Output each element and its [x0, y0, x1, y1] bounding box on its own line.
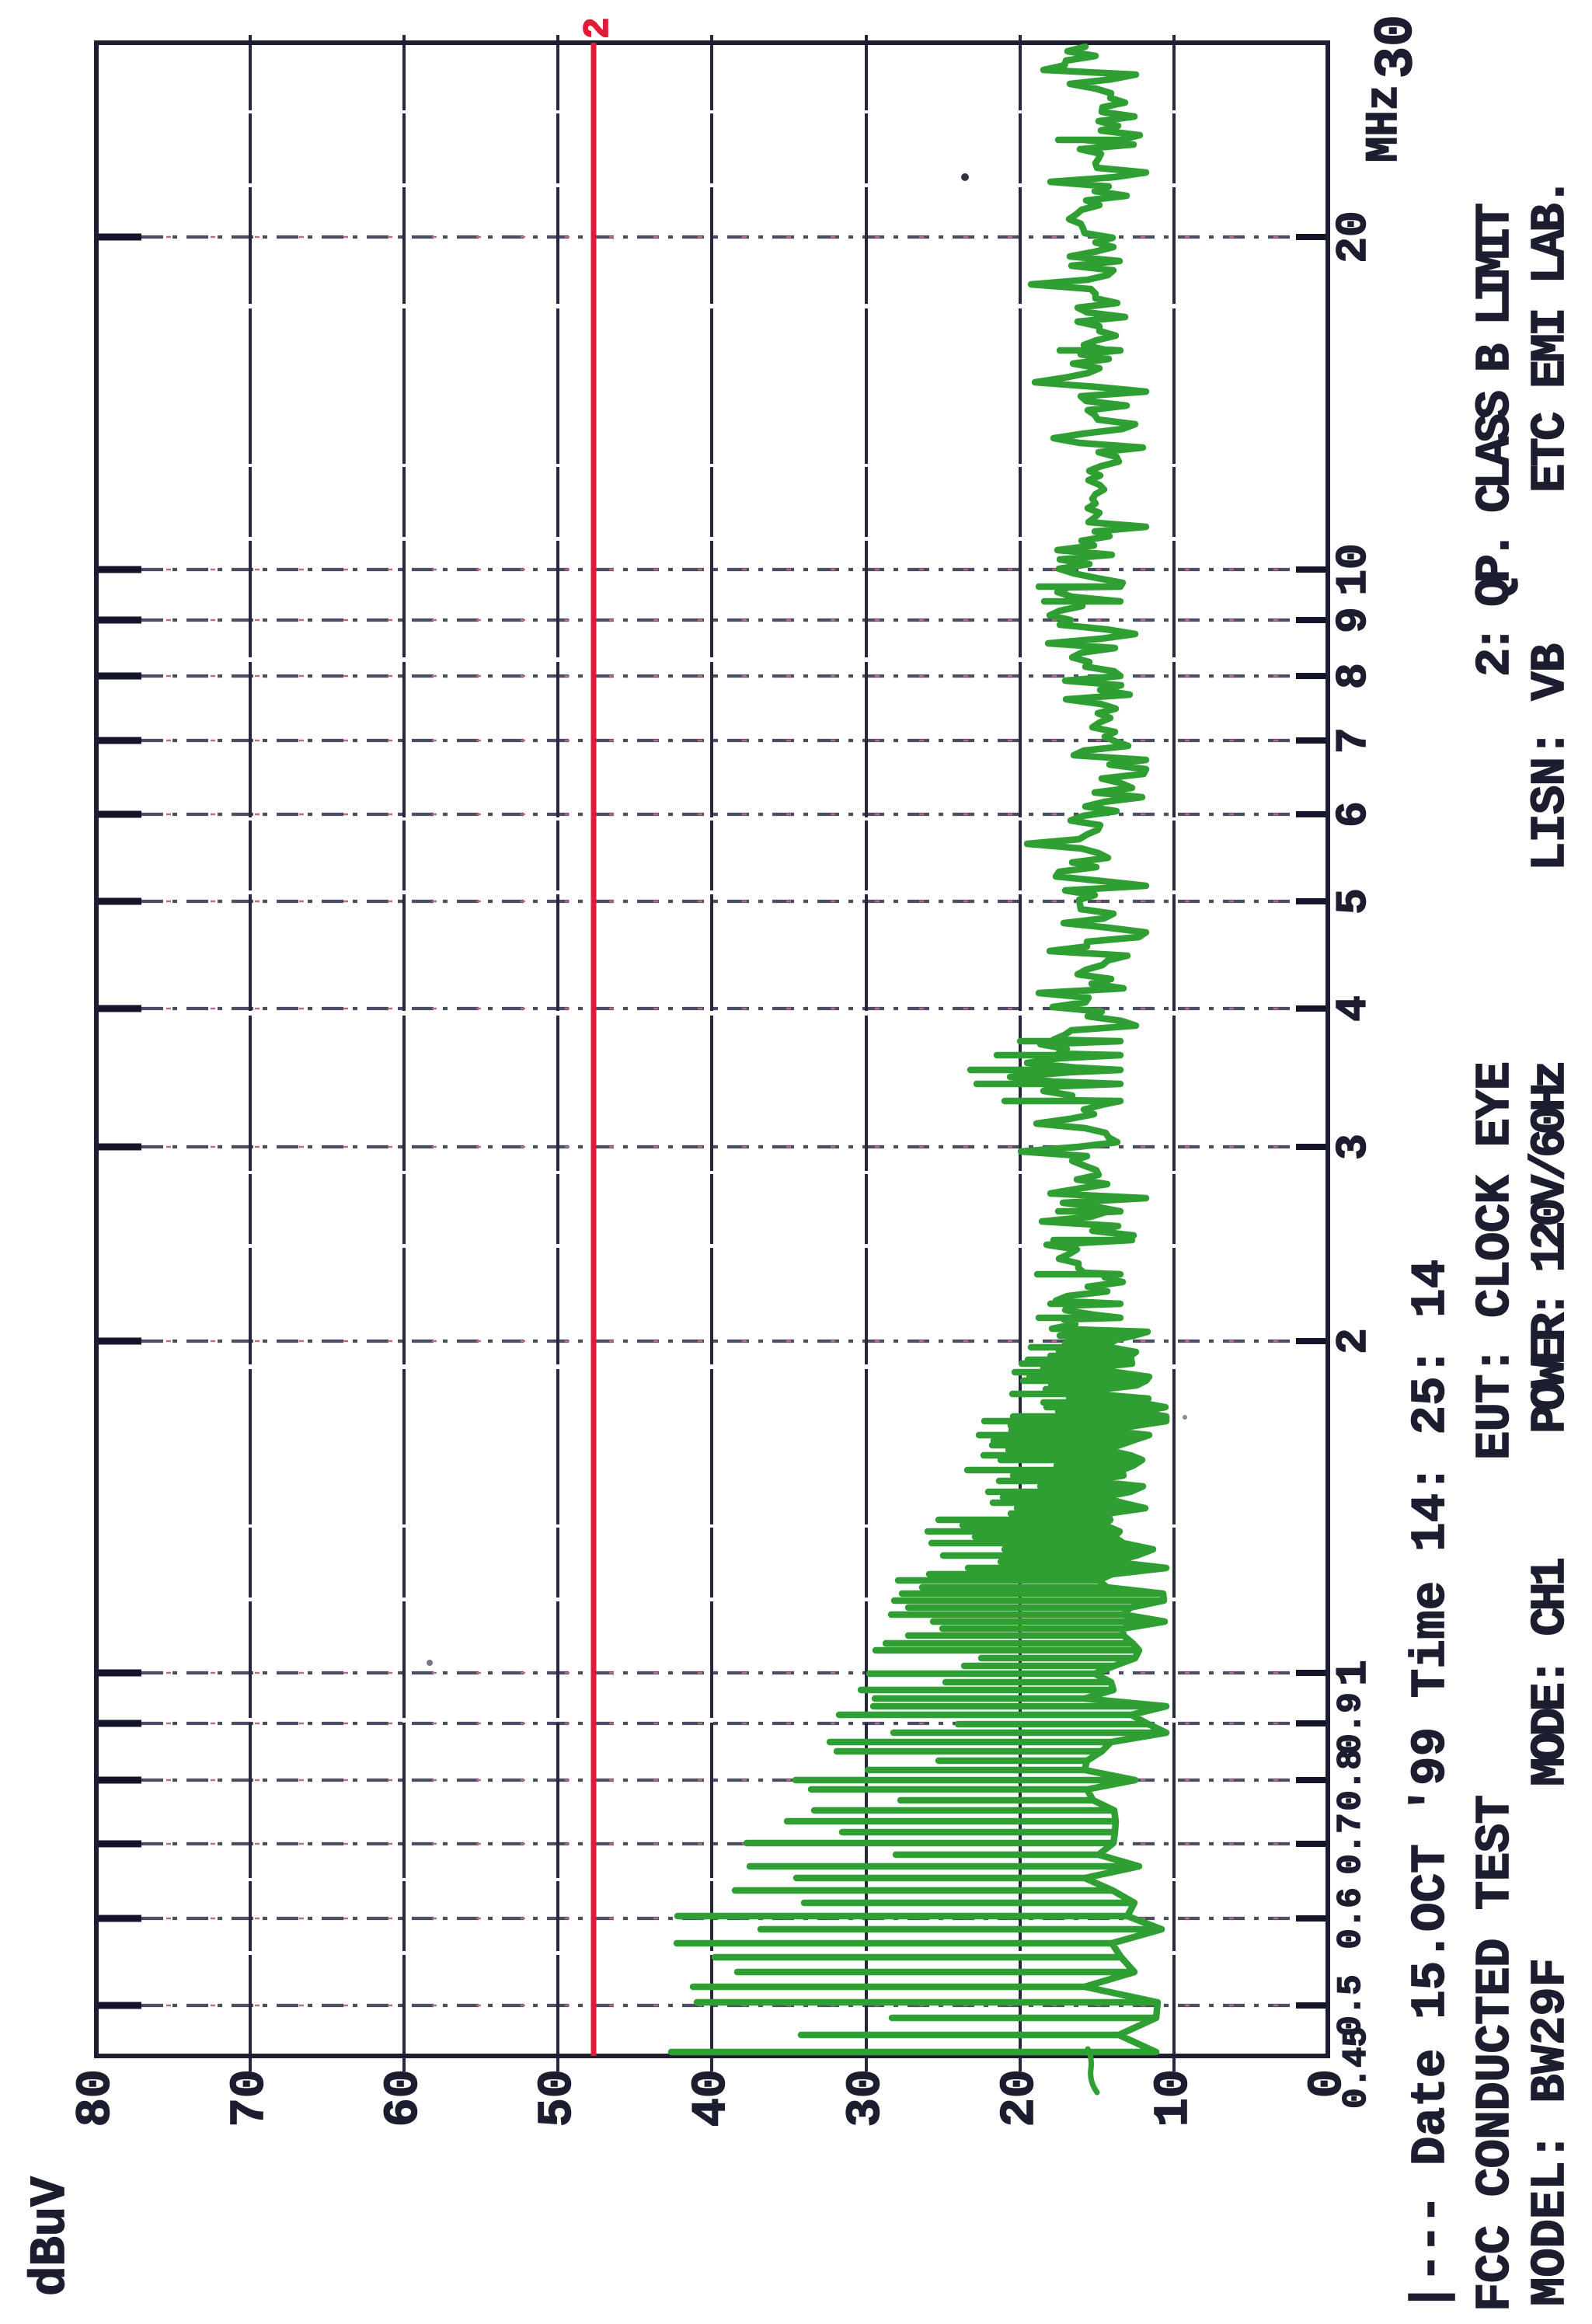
svg-text:2: 2 — [578, 17, 618, 39]
svg-text:8: 8 — [1329, 663, 1378, 689]
svg-text:20: 20 — [1329, 211, 1378, 263]
svg-text:LISN: VB: LISN: VB — [1523, 643, 1578, 871]
svg-text:0.45: 0.45 — [1337, 2026, 1376, 2109]
svg-text:2: 2 — [1329, 1328, 1378, 1354]
svg-text:9: 9 — [1329, 607, 1378, 633]
svg-text:2: QP. CLASS B LIMIT: 2: QP. CLASS B LIMIT — [1468, 203, 1523, 677]
svg-text:0: 0 — [1300, 2069, 1355, 2098]
svg-text:0.8: 0.8 — [1332, 1749, 1371, 1810]
svg-text:1: 1 — [1329, 1660, 1378, 1686]
svg-text:80: 80 — [68, 2069, 124, 2127]
svg-text:50: 50 — [530, 2069, 585, 2127]
svg-text:POWER: 120V/60Hz: POWER: 120V/60Hz — [1523, 1060, 1578, 1434]
svg-text:dBuV: dBuV — [23, 2176, 79, 2296]
svg-text:MODE: CH1: MODE: CH1 — [1523, 1557, 1578, 1786]
svg-text:60: 60 — [376, 2069, 431, 2127]
svg-text:0.6: 0.6 — [1332, 1887, 1371, 1949]
svg-text:4: 4 — [1329, 995, 1378, 1022]
svg-text:3: 3 — [1329, 1134, 1378, 1160]
svg-text:EUT: CLOCK EYE: EUT: CLOCK EYE — [1468, 1061, 1523, 1460]
svg-text:7: 7 — [1329, 727, 1378, 754]
svg-text:10: 10 — [1329, 543, 1378, 595]
svg-text:70: 70 — [222, 2069, 277, 2127]
svg-text:0.5: 0.5 — [1332, 1974, 1371, 2036]
svg-text:FCC CONDUCTED TEST: FCC CONDUCTED TEST — [1468, 1795, 1523, 2312]
svg-text:6: 6 — [1329, 801, 1378, 828]
svg-text:0.9: 0.9 — [1332, 1692, 1371, 1754]
svg-text:30: 30 — [1367, 15, 1428, 78]
svg-text:20: 20 — [992, 2069, 1047, 2127]
svg-text:|--- Date 15.OCT '99 Time 14:: |--- Date 15.OCT '99 Time 14: 25: 14 — [1403, 1260, 1458, 2312]
svg-text:MHz: MHz — [1360, 85, 1410, 162]
svg-text:40: 40 — [684, 2069, 739, 2127]
svg-text:5: 5 — [1329, 888, 1378, 915]
svg-text:ETC EMI LAB.: ETC EMI LAB. — [1523, 177, 1578, 493]
svg-text:0.7: 0.7 — [1332, 1813, 1371, 1874]
svg-text:30: 30 — [838, 2069, 894, 2127]
svg-text:MODEL: BW29F: MODEL: BW29F — [1523, 1958, 1578, 2306]
svg-text:10: 10 — [1146, 2069, 1201, 2127]
